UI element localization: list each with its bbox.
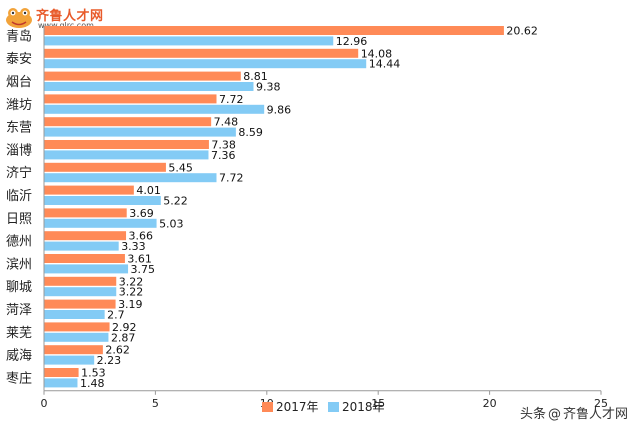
data-label: 5.45 — [168, 161, 193, 174]
category-label: 临沂 — [6, 189, 32, 204]
logo-name: 齐鲁人才网 — [36, 9, 104, 24]
bar-2017 — [44, 254, 125, 263]
bar-2017 — [44, 71, 241, 81]
data-label: 14.08 — [361, 47, 393, 60]
data-label: 9.86 — [267, 103, 292, 116]
bar-2017 — [44, 345, 103, 355]
watermark-account: 齐鲁人才网 — [562, 407, 628, 422]
category-label: 青岛 — [6, 28, 32, 44]
category-label: 潍坊 — [6, 98, 32, 113]
category-label: 日照 — [6, 212, 32, 227]
bar-2017 — [44, 299, 116, 309]
category-label: 泰安 — [6, 52, 32, 67]
x-tick-label: 15 — [371, 397, 385, 410]
bar-2018 — [44, 355, 95, 365]
data-label: 3.61 — [127, 253, 152, 266]
bar-2017 — [44, 94, 217, 104]
bar-2018 — [44, 218, 157, 228]
bar-2017 — [44, 140, 209, 149]
bar-2017 — [44, 368, 79, 377]
bar-2017 — [44, 185, 134, 195]
category-label: 滨州 — [6, 256, 32, 272]
data-label: 7.72 — [219, 93, 244, 106]
category-label: 威海 — [6, 349, 32, 364]
x-tick-label: 20 — [483, 397, 497, 410]
category-label: 莱芜 — [6, 326, 32, 341]
x-tick-label: 0 — [41, 397, 48, 410]
legend-label: 2018年 — [342, 400, 385, 414]
x-tick-label: 25 — [594, 397, 608, 410]
category-label: 枣庄 — [6, 370, 32, 386]
data-label: 2.87 — [111, 331, 136, 344]
bar-2018 — [44, 127, 236, 137]
category-label: 德州 — [6, 235, 32, 250]
bar-2018 — [44, 264, 129, 274]
data-label: 1.48 — [80, 377, 105, 390]
category-label: 聊城 — [6, 280, 32, 295]
bar-2018 — [44, 332, 109, 342]
logo-url: www.qlrc.com — [38, 21, 94, 30]
site-logo: 齐鲁人才网 www.qlrc.com — [4, 3, 124, 33]
data-label: 3.19 — [118, 298, 143, 311]
bar-2017 — [44, 162, 166, 172]
data-label: 9.38 — [256, 81, 280, 94]
bar-2017 — [44, 117, 212, 127]
legend-swatch-2018 — [328, 402, 339, 412]
data-label: 8.59 — [238, 126, 263, 139]
data-label: 1.53 — [81, 367, 106, 380]
watermark-at: @ — [547, 407, 561, 422]
x-tick-label: 5 — [152, 397, 159, 410]
category-label: 烟台 — [6, 75, 32, 90]
data-label: 8.81 — [243, 70, 268, 83]
bar-2017 — [44, 48, 359, 58]
data-label: 12.96 — [336, 35, 368, 48]
legend-swatch-2017 — [262, 402, 273, 412]
bar-2017 — [44, 276, 117, 286]
bar-2018 — [44, 104, 265, 114]
data-label: 3.33 — [121, 240, 146, 253]
bar-2018 — [44, 241, 119, 251]
data-label: 7.48 — [214, 116, 239, 129]
data-label: 3.69 — [129, 207, 154, 220]
data-label: 2.23 — [97, 354, 122, 367]
data-label: 5.22 — [163, 195, 188, 208]
bar-2017 — [44, 231, 127, 241]
data-label: 3.22 — [119, 286, 144, 299]
bar-2018 — [44, 59, 367, 69]
category-label: 菏泽 — [6, 303, 32, 318]
data-label: 7.36 — [211, 149, 236, 162]
bar-2018 — [44, 82, 254, 91]
data-label: 7.72 — [219, 172, 244, 185]
data-label: 2.92 — [112, 321, 137, 334]
bar-2017 — [44, 322, 110, 332]
category-label: 东营 — [6, 121, 32, 136]
bar-2017 — [44, 26, 504, 35]
watermark: 头条 @ 齐鲁人才网 — [520, 403, 628, 422]
watermark-prefix: 头条 — [519, 407, 546, 422]
bar-2018 — [44, 310, 105, 319]
legend-label: 2017年 — [276, 400, 319, 414]
data-label: 7.38 — [211, 139, 236, 152]
data-label: 5.03 — [159, 217, 184, 230]
data-label: 3.22 — [119, 275, 144, 288]
frog-logo-icon — [6, 8, 32, 28]
data-label: 3.75 — [131, 263, 156, 276]
category-label: 济宁 — [6, 165, 32, 181]
bar-2018 — [44, 150, 209, 160]
bar-2018 — [44, 196, 161, 205]
bar-2018 — [44, 378, 78, 388]
bar-2018 — [44, 36, 334, 46]
bar-2018 — [44, 287, 117, 297]
data-label: 20.62 — [506, 25, 537, 38]
data-label: 3.66 — [129, 230, 154, 243]
data-label: 4.01 — [136, 184, 161, 197]
bar-2018 — [44, 173, 217, 183]
data-label: 2.7 — [107, 309, 125, 322]
data-label: 14.44 — [369, 58, 401, 71]
data-label: 2.62 — [105, 344, 130, 357]
bar-2017 — [44, 208, 127, 218]
category-label: 淄博 — [6, 143, 32, 158]
